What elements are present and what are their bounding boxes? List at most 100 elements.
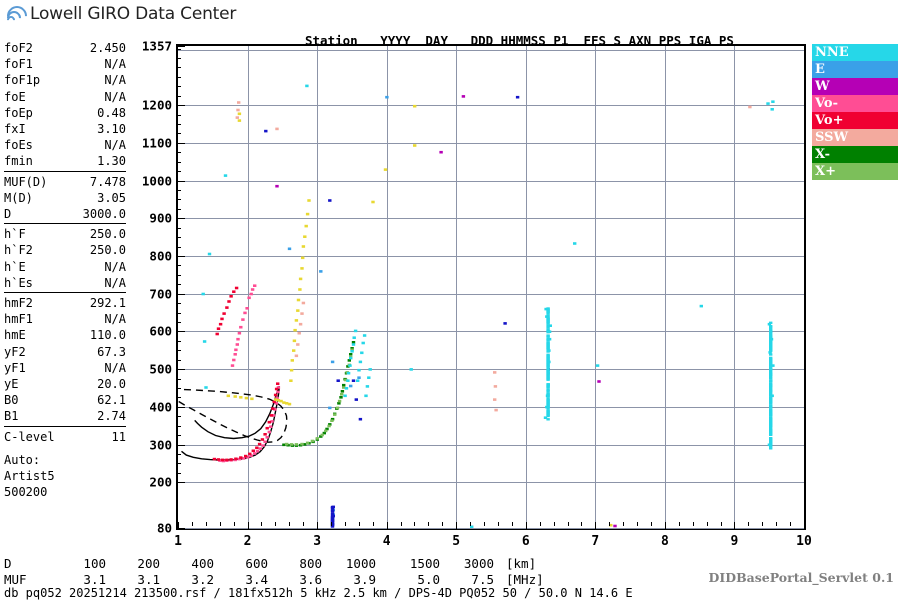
param-row: yF2 67.3 xyxy=(4,344,126,360)
y-tick-minor xyxy=(176,454,181,455)
dmuf-value: 100 xyxy=(60,556,106,572)
y-tick-minor xyxy=(176,105,181,106)
y-tick-minor xyxy=(176,379,181,380)
legend-item-e[interactable]: E xyxy=(812,61,898,78)
plot-canvas[interactable] xyxy=(178,46,804,528)
trace-overlay xyxy=(178,46,804,528)
y-tick-label: 80 xyxy=(157,521,172,536)
direction-legend[interactable]: NNE E W Vo- Vo+ SSW X- X+ xyxy=(812,44,898,180)
param-row: h`F 250.0 xyxy=(4,226,126,242)
dmuf-value: 600 xyxy=(222,556,268,572)
param-group: C-level 11 xyxy=(4,429,126,446)
param-key: foE xyxy=(4,89,26,105)
param-row: h`Es N/A xyxy=(4,275,126,291)
param-value: 3.10 xyxy=(97,121,126,137)
x-tick-minor xyxy=(804,522,805,526)
x-tick-minor xyxy=(456,522,457,526)
y-tick-minor xyxy=(176,284,181,285)
dmuf-value: 200 xyxy=(114,556,160,572)
y-tick-minor xyxy=(176,86,181,87)
legend-item-x-[interactable]: X+ xyxy=(812,163,898,180)
param-row: fmin 1.30 xyxy=(4,153,126,169)
x-tick-label: 2 xyxy=(244,534,252,549)
param-row: B0 62.1 xyxy=(4,392,126,408)
x-tick-label: 3 xyxy=(313,534,321,549)
x-tick-minor xyxy=(234,522,235,526)
y-tick-label: 1200 xyxy=(142,98,172,113)
x-tick-minor xyxy=(428,522,429,526)
y-tick-minor xyxy=(176,463,181,464)
y-tick-label: 1000 xyxy=(142,173,172,188)
y-tick-minor xyxy=(176,360,181,361)
x-tick-minor xyxy=(289,522,290,526)
legend-item-vo-[interactable]: Vo- xyxy=(812,95,898,112)
dmuf-value: 800 xyxy=(276,556,322,572)
trace-dark-blue-echoes xyxy=(264,96,550,526)
trace-E-direction-echoes xyxy=(288,96,389,525)
x-tick-minor xyxy=(387,522,388,526)
y-axis-ticks xyxy=(176,44,185,530)
x-tick-label: 7 xyxy=(591,534,599,549)
dmuf-value: 3.1 xyxy=(60,572,106,588)
param-row: h`E N/A xyxy=(4,259,126,275)
y-tick-label: 300 xyxy=(149,437,172,452)
x-tick-minor xyxy=(401,522,402,526)
ionogram-parameters-panel: foF2 2.450 foF1 N/A foF1p N/A foE N/A foEp 0.48 fx… xyxy=(4,40,126,500)
legend-item-ssw[interactable]: SSW xyxy=(812,129,898,146)
param-key: D xyxy=(4,206,11,222)
param-group: foF2 2.450 foF1 N/A foF1p N/A foE N/A foEp 0.48 fx… xyxy=(4,40,126,172)
y-tick-label: 500 xyxy=(149,362,172,377)
param-key: foEs xyxy=(4,137,33,153)
x-tick-minor xyxy=(679,522,680,526)
param-key: foEp xyxy=(4,105,33,121)
y-tick-minor xyxy=(176,265,181,266)
param-value: 0.48 xyxy=(97,105,126,121)
param-group: h`F 250.0 h`F2 250.0 h`E N/A h`Es N/A xyxy=(4,226,126,293)
y-tick-label: 700 xyxy=(149,286,172,301)
x-tick-minor xyxy=(623,522,624,526)
legend-item-w[interactable]: W xyxy=(812,78,898,95)
dmuf-value: 3.1 xyxy=(114,572,160,588)
dmuf-value: 3.9 xyxy=(330,572,376,588)
y-tick-minor xyxy=(176,133,181,134)
legend-item-nne[interactable]: NNE xyxy=(812,44,898,61)
y-tick-minor xyxy=(176,388,181,389)
trace-NNE-direction-echoes xyxy=(202,85,775,528)
y-tick-minor xyxy=(176,407,181,408)
x-tick-minor xyxy=(470,522,471,526)
param-key: fxI xyxy=(4,121,26,137)
x-tick-minor xyxy=(540,522,541,526)
y-tick-minor xyxy=(176,256,181,257)
dmuf-value: 3000 xyxy=(448,556,494,572)
param-row: hmF1 N/A xyxy=(4,311,126,327)
x-tick-minor xyxy=(484,522,485,526)
x-axis-ticks xyxy=(176,522,806,530)
y-tick-minor xyxy=(176,435,181,436)
param-group: hmF2 292.1 hmF1 N/A hmE 110.0 yF2 67.3 yF1 N/A yE 2… xyxy=(4,295,126,427)
y-tick-minor xyxy=(176,199,181,200)
x-tick-minor xyxy=(707,522,708,526)
param-value: N/A xyxy=(104,137,126,153)
param-row: yE 20.0 xyxy=(4,376,126,392)
y-tick-minor xyxy=(176,77,181,78)
y-tick-label: 600 xyxy=(149,324,172,339)
param-key: B0 xyxy=(4,392,18,408)
x-tick-minor xyxy=(248,522,249,526)
param-value: N/A xyxy=(104,89,126,105)
trace-autoscaled-profile-solid xyxy=(182,386,280,460)
param-value: N/A xyxy=(104,56,126,72)
ionogram-plot[interactable] xyxy=(176,44,806,530)
param-key: C-level xyxy=(4,429,55,445)
dmuf-unit: [MHz] xyxy=(506,572,544,588)
y-tick-minor xyxy=(176,143,181,144)
interference-spike xyxy=(769,322,772,450)
param-key: yF2 xyxy=(4,344,26,360)
param-row: C-level 11 xyxy=(4,429,126,445)
brand-logo: Lowell GIRO Data Center xyxy=(6,4,236,24)
legend-item-vo-[interactable]: Vo+ xyxy=(812,112,898,129)
x-tick-label: 8 xyxy=(661,534,669,549)
y-tick-label: 800 xyxy=(149,248,172,263)
legend-item-x-[interactable]: X- xyxy=(812,146,898,163)
x-tick-label: 4 xyxy=(383,534,391,549)
dmuf-value: 3.6 xyxy=(276,572,322,588)
